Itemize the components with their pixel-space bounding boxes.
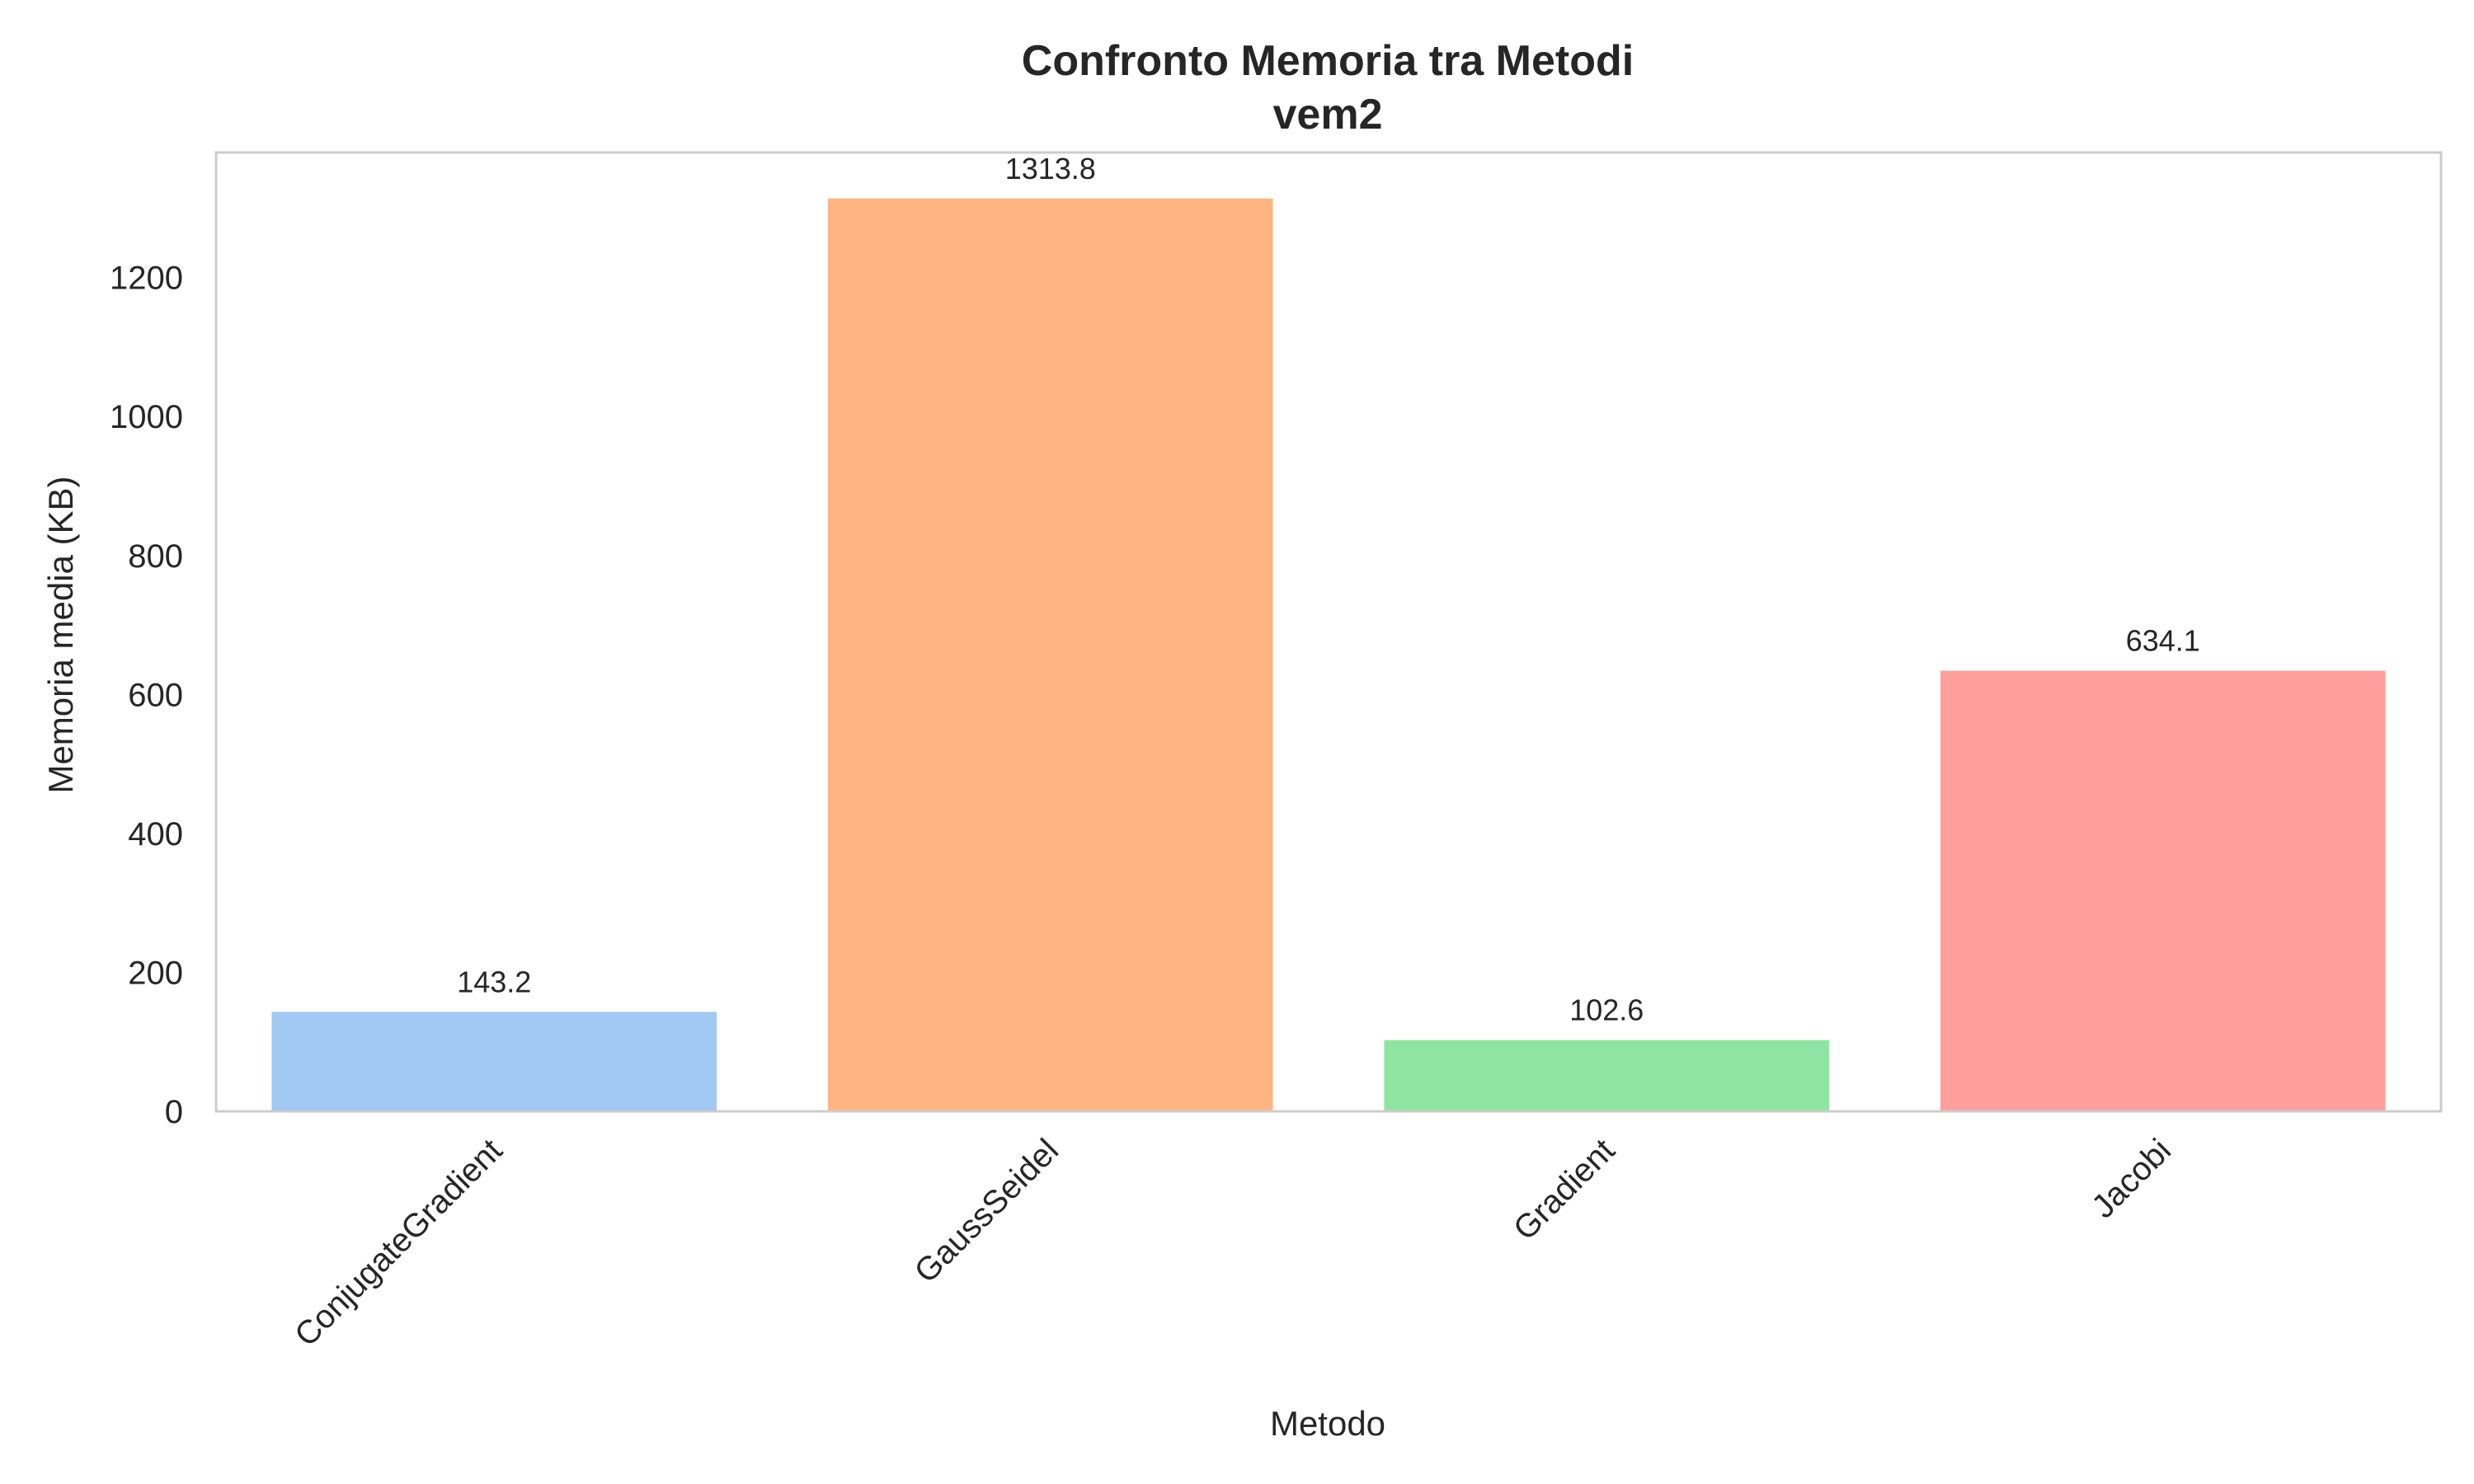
chart-subtitle: vem2 bbox=[1273, 91, 1383, 139]
bars-group bbox=[271, 198, 2386, 1111]
bar-gradient bbox=[1384, 1040, 1830, 1111]
bar-value-label: 143.2 bbox=[457, 965, 531, 998]
plot-frame bbox=[214, 151, 2443, 1113]
y-tick-label: 1000 bbox=[110, 399, 183, 435]
x-tick-label: GaussSeidel bbox=[908, 1132, 1065, 1289]
y-axis-ticks: 0 200 400 600 800 1000 1200 bbox=[110, 261, 183, 1130]
bar-conjugategradient bbox=[271, 1012, 717, 1111]
y-tick-label: 600 bbox=[128, 677, 183, 713]
x-tick-label: Gradient bbox=[1507, 1132, 1622, 1247]
x-tick-label: ConjugateGradient bbox=[288, 1132, 510, 1354]
bar-jacobi bbox=[1940, 670, 2386, 1111]
bar-value-label: 634.1 bbox=[2126, 624, 2200, 658]
x-tick-label: Jacobi bbox=[2085, 1132, 2178, 1225]
y-tick-label: 0 bbox=[165, 1094, 183, 1130]
y-tick-label: 800 bbox=[128, 538, 183, 575]
y-tick-label: 200 bbox=[128, 955, 183, 991]
x-axis-label: Metodo bbox=[1270, 1404, 1385, 1443]
bar-value-label: 102.6 bbox=[1569, 993, 1644, 1027]
bar-value-label: 1313.8 bbox=[1005, 152, 1096, 186]
bar-labels-group: 143.2 1313.8 102.6 634.1 bbox=[457, 152, 2200, 1027]
x-axis-ticks: ConjugateGradient GaussSeidel Gradient Jaco… bbox=[288, 1132, 2178, 1354]
y-tick-label: 400 bbox=[128, 816, 183, 852]
chart-title: Confronto Memoria tra Metodi bbox=[1022, 37, 1634, 85]
y-axis-label: Memoria media (KB) bbox=[41, 476, 80, 793]
y-tick-label: 1200 bbox=[110, 261, 183, 297]
bar-gaussseidel bbox=[827, 198, 1273, 1111]
